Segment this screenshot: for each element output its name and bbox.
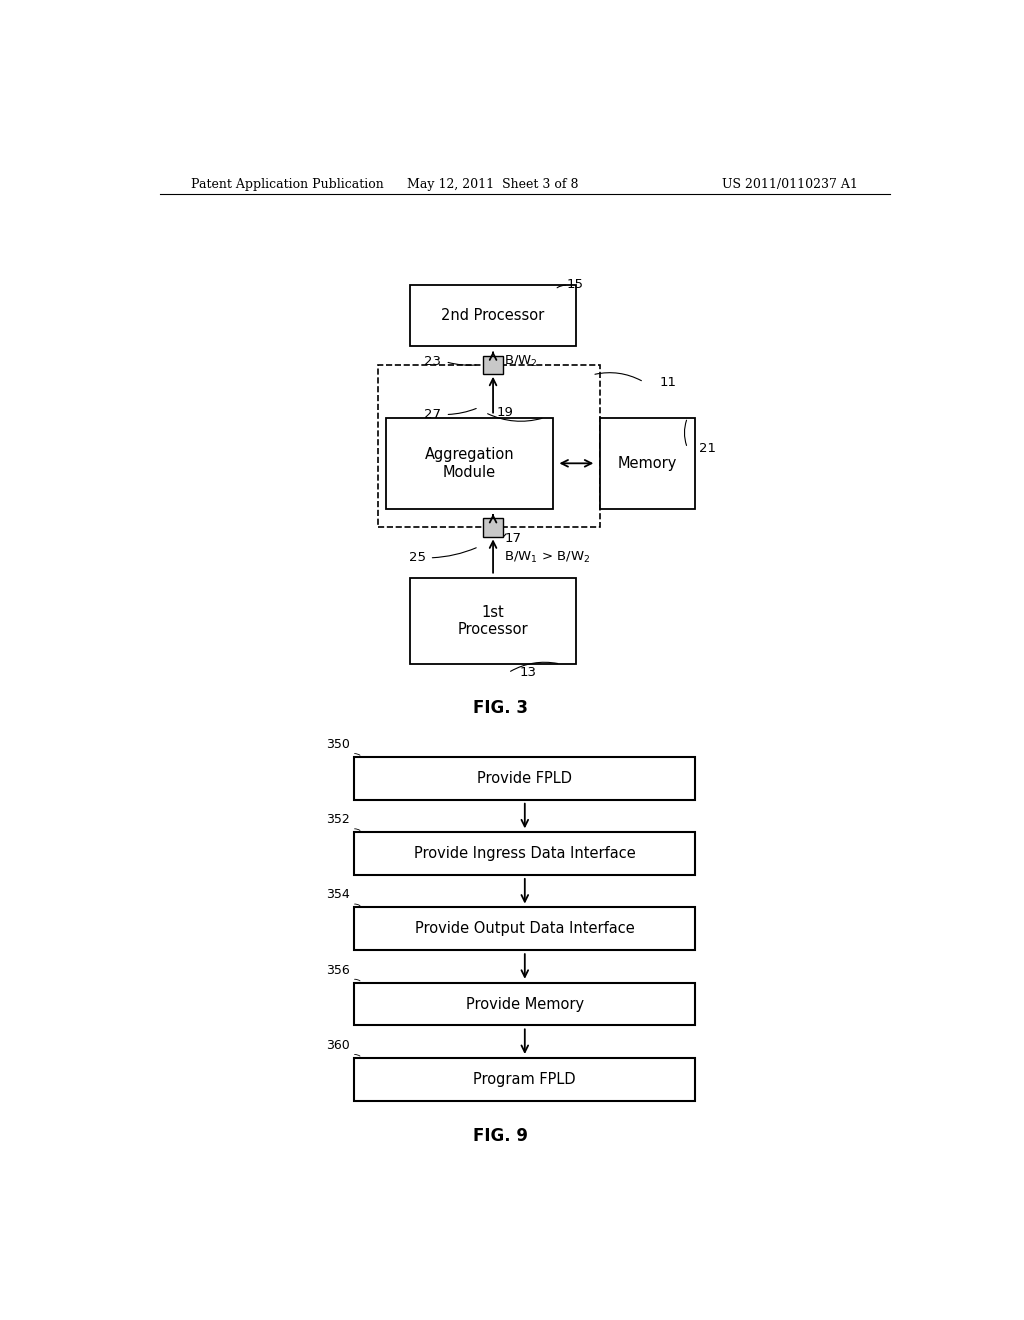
Text: Aggregation
Module: Aggregation Module [424, 447, 514, 479]
Bar [354, 907, 695, 950]
Bar [378, 364, 600, 528]
Text: 360: 360 [327, 1039, 350, 1052]
Bar [354, 833, 695, 875]
Text: 19: 19 [497, 407, 514, 418]
Text: US 2011/0110237 A1: US 2011/0110237 A1 [722, 178, 858, 191]
Text: 350: 350 [327, 738, 350, 751]
Text: Memory: Memory [618, 455, 678, 471]
Text: 354: 354 [327, 888, 350, 902]
Text: 11: 11 [659, 375, 677, 388]
Text: Provide Output Data Interface: Provide Output Data Interface [415, 921, 635, 936]
Bar [354, 982, 695, 1026]
Text: 23: 23 [425, 355, 441, 368]
Text: 17: 17 [504, 532, 521, 545]
Text: 352: 352 [327, 813, 350, 826]
Text: FIG. 9: FIG. 9 [473, 1127, 528, 1146]
Text: 1st
Processor: 1st Processor [458, 605, 528, 638]
Text: B/W$_1$ > B/W$_2$: B/W$_1$ > B/W$_2$ [504, 550, 591, 565]
Text: 15: 15 [567, 279, 584, 290]
Bar [354, 1057, 695, 1101]
Text: Program FPLD: Program FPLD [473, 1072, 577, 1086]
Text: Patent Application Publication: Patent Application Publication [191, 178, 384, 191]
Text: 2nd Processor: 2nd Processor [441, 309, 545, 323]
Bar [482, 519, 504, 536]
Bar [482, 355, 504, 374]
Text: 25: 25 [409, 552, 426, 565]
Text: May 12, 2011  Sheet 3 of 8: May 12, 2011 Sheet 3 of 8 [408, 178, 579, 191]
Text: 356: 356 [327, 964, 350, 977]
Bar [600, 417, 695, 510]
Bar [354, 758, 695, 800]
Text: 21: 21 [699, 442, 717, 454]
Bar [386, 417, 553, 510]
Text: B/W$_2$: B/W$_2$ [504, 354, 538, 370]
Text: Provide Ingress Data Interface: Provide Ingress Data Interface [414, 846, 636, 861]
Text: 27: 27 [425, 408, 441, 421]
Bar [410, 285, 577, 346]
Bar [410, 578, 577, 664]
Text: 13: 13 [520, 667, 537, 680]
Text: Provide Memory: Provide Memory [466, 997, 584, 1011]
Text: FIG. 3: FIG. 3 [473, 700, 528, 717]
Text: Provide FPLD: Provide FPLD [477, 771, 572, 785]
